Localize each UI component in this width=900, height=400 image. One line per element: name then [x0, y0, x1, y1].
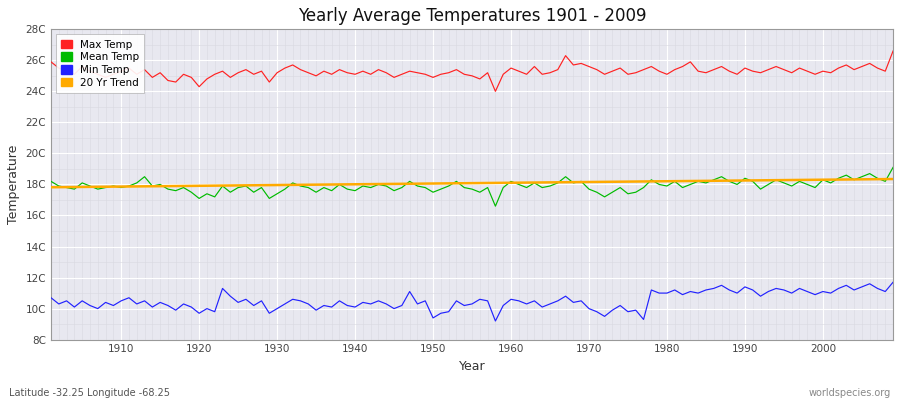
Text: worldspecies.org: worldspecies.org — [809, 388, 891, 398]
Text: Latitude -32.25 Longitude -68.25: Latitude -32.25 Longitude -68.25 — [9, 388, 170, 398]
Title: Yearly Average Temperatures 1901 - 2009: Yearly Average Temperatures 1901 - 2009 — [298, 7, 646, 25]
Y-axis label: Temperature: Temperature — [7, 145, 20, 224]
X-axis label: Year: Year — [459, 360, 485, 373]
Legend: Max Temp, Mean Temp, Min Temp, 20 Yr Trend: Max Temp, Mean Temp, Min Temp, 20 Yr Tre… — [56, 34, 145, 93]
